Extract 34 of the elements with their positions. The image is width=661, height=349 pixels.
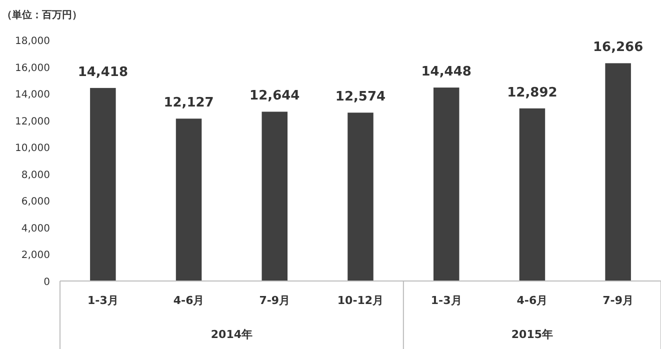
bar (262, 112, 288, 281)
x-tick-label: 7-9月 (259, 294, 290, 307)
bar (348, 112, 374, 281)
y-tick-label: 10,000 (15, 143, 50, 154)
bar (176, 118, 202, 281)
text: 2014年 (210, 328, 253, 341)
x-tick-label: 1-3月 (87, 294, 118, 307)
x-tick-label: 7-9月 (602, 294, 634, 307)
data-label: 12,644 (250, 88, 300, 104)
y-tick-label: 16,000 (15, 62, 50, 74)
bar (519, 108, 546, 281)
data-label: 12,574 (335, 90, 386, 105)
x-tick-label: 4-6月 (516, 294, 548, 307)
y-tick-label: 6,000 (21, 196, 50, 208)
y-tick-label: 2,000 (21, 250, 50, 262)
data-label: 14,418 (78, 64, 128, 80)
y-tick-label: 12,000 (15, 116, 50, 128)
y-tick-label: 18,000 (15, 36, 50, 47)
y-tick-label: 0 (44, 277, 50, 288)
bar (433, 88, 460, 281)
x-tick-label: 4-6月 (173, 294, 204, 307)
data-label: 12,127 (164, 96, 214, 111)
bar (90, 88, 116, 281)
data-label: 14,448 (421, 64, 472, 80)
y-tick-label: 8,000 (21, 170, 50, 181)
data-label: 16,266 (592, 40, 644, 56)
x-tick-label: 1-3月 (430, 294, 462, 307)
y-tick-label: 14,000 (15, 90, 50, 101)
text: 2015年 (511, 328, 554, 341)
bar (605, 63, 631, 281)
x-tick-label: 10-12月 (337, 294, 384, 307)
y-tick-label: 4,000 (21, 223, 50, 234)
y-axis-title: （単位：百万円） (2, 9, 82, 21)
data-label: 12,892 (507, 85, 558, 100)
